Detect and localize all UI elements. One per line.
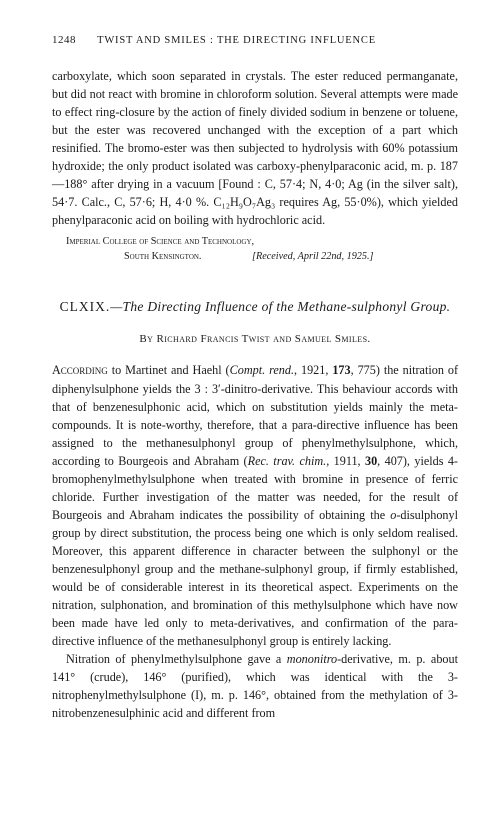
ref1: Compt. rend. [230,363,294,377]
article-body: According to Martinet and Haehl (Compt. … [52,361,458,650]
vol1: 173 [332,363,350,377]
authors-line: By Richard Francis Twist and Samuel Smil… [52,331,458,348]
para2-part1: Nitration of phenylmethylsulphone gave a [66,652,287,666]
running-title: TWIST AND SMILES : THE DIRECTING INFLUEN… [97,35,376,46]
para1-part2: , 1921, [294,363,332,377]
received-date: [Received, April 22nd, 1925.] [252,251,373,262]
article-para2: Nitration of phenylmethylsulphone gave a… [52,650,458,722]
para1-part1: to Martinet and Haehl ( [108,363,230,377]
and-text: and [273,333,292,345]
page-header: 1248 TWIST AND SMILES : THE DIRECTING IN… [52,32,458,49]
according-word: According [52,363,108,377]
para1-part6: -disulphonyl group by direct substitutio… [52,508,458,648]
author-1: Richard Francis Twist [157,333,270,345]
article-title: CLXIX.—The Directing Influence of the Me… [52,297,458,317]
vol2: 30 [365,454,377,468]
article-number: CLXIX. [60,299,111,314]
affiliation-location: South Kensington. [124,251,201,262]
mononitro-italic: mononitro [287,652,337,666]
ref2: Rec. trav. chim. [248,454,327,468]
continuation-paragraph: carboxylate, which soon separated in cry… [52,67,458,229]
para1-part3: , 775) the nitration of diphenylsulphone… [52,363,458,467]
page-number: 1248 [52,32,76,49]
affiliation-block: Imperial College of Science and Technolo… [66,235,458,265]
affiliation-line2: South Kensington. [Received, April 22nd,… [124,250,458,265]
affiliation-line1: Imperial College of Science and Technolo… [66,235,458,250]
author-2: Samuel Smiles. [295,333,371,345]
by-text: By [139,333,153,345]
para1-part4: , 1911, [326,454,365,468]
article-title-text: —The Directing Influence of the Methane-… [110,299,450,314]
continuation-text: carboxylate, which soon separated in cry… [52,69,458,227]
